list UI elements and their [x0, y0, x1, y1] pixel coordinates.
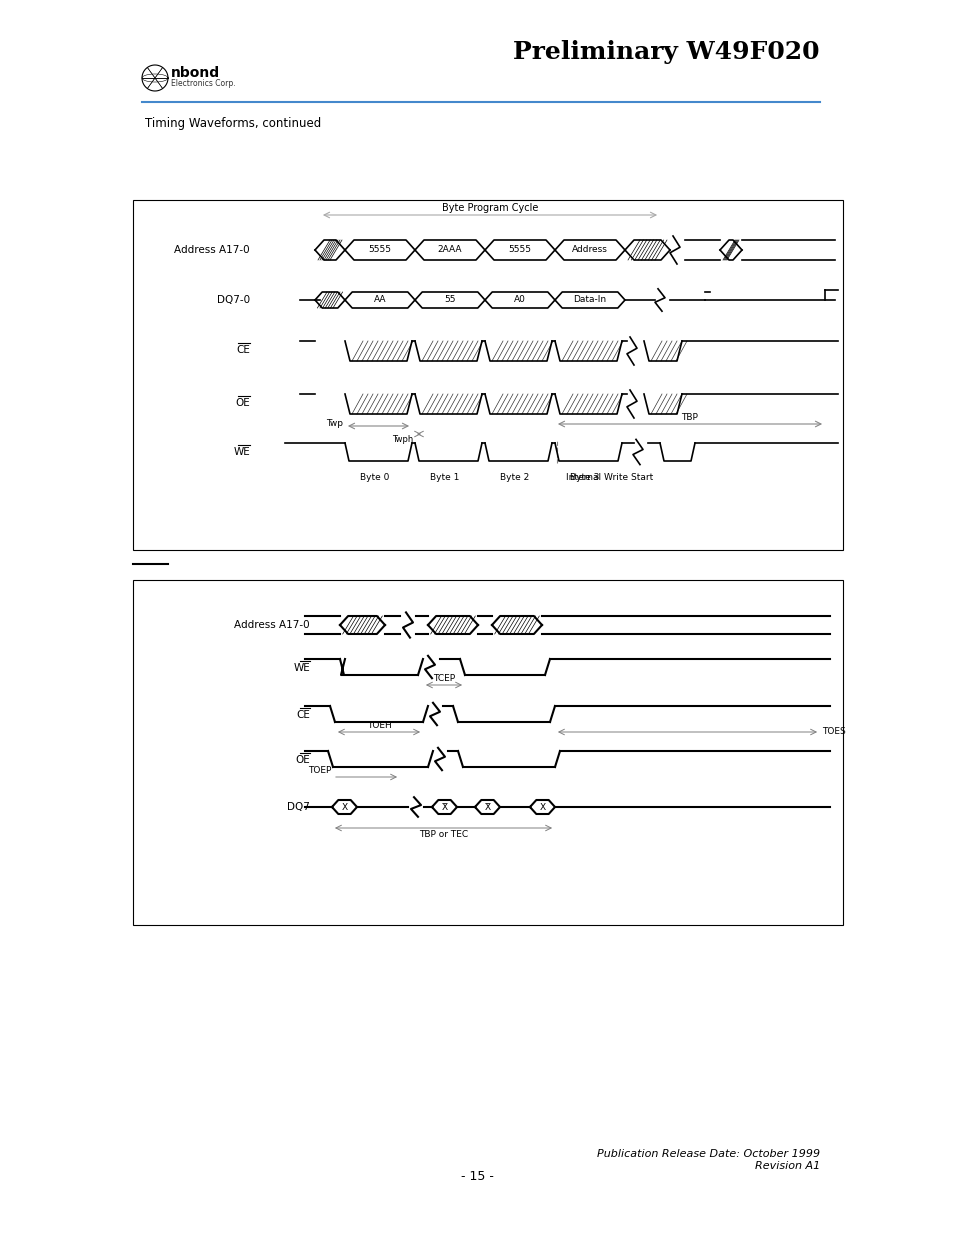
Text: CE: CE [236, 345, 250, 354]
Text: Data-In: Data-In [573, 295, 606, 305]
Polygon shape [345, 291, 415, 308]
Polygon shape [332, 800, 356, 814]
Text: OE: OE [235, 398, 250, 408]
Text: TBP or TEC: TBP or TEC [418, 830, 468, 839]
Polygon shape [350, 394, 407, 414]
Polygon shape [559, 341, 617, 361]
Text: 2AAA: 2AAA [437, 246, 462, 254]
Text: X̅: X̅ [441, 803, 447, 811]
Text: Publication Release Date: October 1999
Revision A1: Publication Release Date: October 1999 R… [597, 1150, 820, 1171]
Polygon shape [492, 616, 541, 634]
Text: Internal Write Start: Internal Write Start [566, 473, 653, 482]
Text: Byte 1: Byte 1 [430, 473, 459, 482]
Text: Byte 2: Byte 2 [500, 473, 529, 482]
Polygon shape [339, 616, 385, 634]
Text: WE: WE [233, 447, 250, 457]
Polygon shape [350, 341, 407, 361]
Text: 55: 55 [444, 295, 456, 305]
Text: - 15 -: - 15 - [460, 1171, 493, 1183]
Text: Address A17-0: Address A17-0 [174, 245, 250, 254]
Text: TCEP: TCEP [433, 674, 455, 683]
Text: TBP: TBP [680, 412, 698, 422]
Polygon shape [419, 341, 476, 361]
Text: TOEH: TOEH [366, 721, 391, 730]
Polygon shape [720, 240, 741, 261]
Polygon shape [555, 240, 624, 261]
Polygon shape [415, 291, 484, 308]
Text: Preliminary W49F020: Preliminary W49F020 [513, 40, 820, 64]
Polygon shape [484, 240, 555, 261]
Text: TOES: TOES [821, 727, 845, 736]
Text: Electronics Corp.: Electronics Corp. [171, 79, 235, 88]
Polygon shape [559, 394, 617, 414]
Text: Byte Program Cycle: Byte Program Cycle [441, 203, 537, 212]
Polygon shape [490, 341, 546, 361]
Text: Byte 3: Byte 3 [570, 473, 599, 482]
Polygon shape [555, 291, 624, 308]
Polygon shape [530, 800, 555, 814]
Polygon shape [648, 341, 677, 361]
Polygon shape [419, 394, 476, 414]
Text: X: X [341, 803, 347, 811]
Text: Address: Address [572, 246, 607, 254]
Polygon shape [314, 291, 345, 308]
Text: OE: OE [294, 755, 310, 764]
Text: DQ7-0: DQ7-0 [216, 295, 250, 305]
Text: Byte 0: Byte 0 [360, 473, 389, 482]
Text: Address A17-0: Address A17-0 [234, 620, 310, 630]
Polygon shape [475, 800, 499, 814]
Text: CE: CE [295, 710, 310, 720]
Text: Twp: Twp [326, 419, 343, 427]
Polygon shape [432, 800, 456, 814]
Text: Twph: Twph [392, 435, 413, 445]
Bar [132, 200, 842, 550]
Polygon shape [415, 240, 484, 261]
Text: Timing Waveforms, continued: Timing Waveforms, continued [145, 117, 321, 130]
Polygon shape [490, 394, 546, 414]
Polygon shape [484, 291, 555, 308]
Text: AA: AA [374, 295, 386, 305]
Text: WE: WE [293, 663, 310, 673]
Polygon shape [428, 616, 477, 634]
Text: X̅: X̅ [484, 803, 490, 811]
Bar [132, 580, 842, 925]
Text: TOEP: TOEP [307, 766, 331, 776]
Text: A0: A0 [514, 295, 525, 305]
Text: nbond: nbond [171, 65, 220, 80]
Text: 5555: 5555 [368, 246, 391, 254]
Polygon shape [624, 240, 669, 261]
Polygon shape [345, 240, 415, 261]
Text: X: X [538, 803, 545, 811]
Polygon shape [314, 240, 345, 261]
Text: 5555: 5555 [508, 246, 531, 254]
Polygon shape [648, 394, 677, 414]
Text: DQ7: DQ7 [287, 802, 310, 811]
